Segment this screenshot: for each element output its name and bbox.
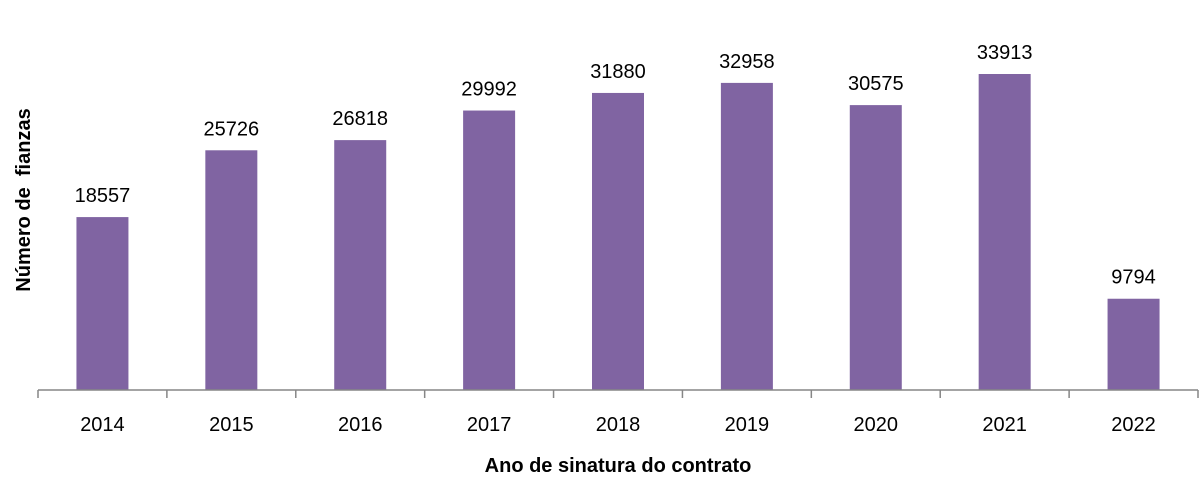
x-tick-marks <box>37 390 1199 398</box>
data-label-2020: 30575 <box>848 73 904 95</box>
data-label-2014: 18557 <box>75 185 131 207</box>
bar-2022 <box>1107 298 1160 390</box>
bar-2018 <box>592 92 644 390</box>
data-label-2015: 25726 <box>204 118 260 140</box>
data-label-2018: 31880 <box>590 61 646 83</box>
data-label-2022: 9794 <box>1111 267 1156 289</box>
x-tick-label-2021: 2021 <box>982 414 1027 436</box>
data-label-2019: 32958 <box>719 51 775 73</box>
x-axis-title: Ano de sinatura do contrato <box>485 455 752 477</box>
x-tick-label-2017: 2017 <box>467 414 512 436</box>
data-labels-group: 18557 25726 26818 29992 31880 32958 30575 33913… <box>75 42 1156 289</box>
bar-2016 <box>334 140 387 390</box>
x-tick-labels-group: 2014 2015 2016 2017 2018 2019 2020 2021 2022 <box>80 414 1156 436</box>
x-tick-label-2020: 2020 <box>854 414 899 436</box>
bar-2019 <box>720 82 773 390</box>
x-tick-label-2022: 2022 <box>1111 414 1156 436</box>
bar-2017 <box>463 110 516 391</box>
x-tick-label-2016: 2016 <box>338 414 383 436</box>
x-tick-label-2015: 2015 <box>209 414 254 436</box>
x-tick-label-2014: 2014 <box>80 414 125 436</box>
data-label-2016: 26818 <box>332 108 388 130</box>
bar-2020 <box>849 105 902 390</box>
data-label-2021: 33913 <box>977 42 1033 64</box>
bar-2015 <box>205 150 258 390</box>
x-tick-label-2019: 2019 <box>725 414 770 436</box>
bars-group <box>76 74 1160 391</box>
bar-2014 <box>76 217 129 390</box>
x-tick-label-2018: 2018 <box>596 414 641 436</box>
data-label-2017: 29992 <box>461 79 517 101</box>
bar-2021 <box>978 74 1031 390</box>
y-axis-title: Número de fianzas <box>13 108 35 291</box>
